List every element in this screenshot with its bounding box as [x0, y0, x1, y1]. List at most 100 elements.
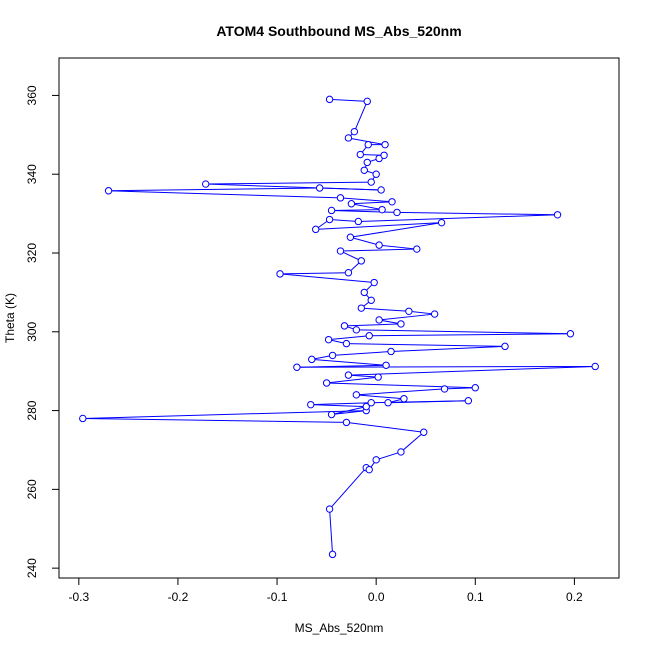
y-tick-label: 240 — [25, 558, 39, 578]
data-point — [437, 218, 446, 227]
data-point — [352, 391, 361, 399]
series-segment — [205, 181, 372, 185]
data-point — [397, 320, 405, 328]
series-segment — [82, 417, 347, 423]
x-tick-label: 0.2 — [566, 590, 583, 604]
data-point — [357, 304, 366, 312]
data-point — [327, 206, 336, 215]
series-segment — [329, 219, 359, 222]
series-segment — [350, 222, 442, 238]
data-point — [354, 217, 363, 226]
series-segment — [356, 388, 445, 396]
data-point — [372, 170, 380, 178]
series-segment — [340, 248, 417, 252]
series-segment — [353, 101, 368, 132]
series-segment — [408, 310, 435, 315]
series-segment — [388, 400, 469, 404]
data-point — [325, 215, 334, 224]
y-tick-label: 280 — [25, 400, 39, 420]
data-point — [356, 150, 365, 159]
data-point — [464, 397, 473, 405]
y-tick-label: 320 — [25, 243, 39, 263]
data-point — [344, 371, 353, 379]
data-point — [405, 307, 413, 316]
series-segment — [315, 222, 442, 230]
data-point — [327, 410, 336, 419]
data-point — [365, 332, 373, 340]
data-point — [315, 184, 324, 192]
series-segment — [311, 358, 387, 366]
data-point — [591, 362, 599, 371]
series-segment — [296, 365, 596, 368]
series-segment — [348, 374, 379, 378]
series-segment — [351, 203, 383, 211]
data-point — [350, 127, 359, 136]
data-point — [352, 326, 361, 334]
data-point — [364, 140, 372, 149]
data-point — [360, 166, 368, 174]
series-segment — [358, 214, 558, 222]
data-point — [378, 205, 386, 214]
data-point — [312, 225, 320, 234]
x-axis: -0.3 -0.2 -0.1 0.0 0.1 0.2 — [68, 577, 583, 604]
series-segment — [344, 323, 401, 327]
x-axis-label: MS_Abs_520nm — [295, 621, 384, 635]
data-point — [374, 373, 382, 381]
series-segment — [361, 307, 409, 312]
data-point — [370, 278, 378, 287]
data-point — [308, 355, 316, 364]
data-point — [307, 400, 315, 409]
y-axis: 240 260 280 300 320 340 360 — [25, 85, 60, 578]
data-point — [393, 208, 401, 217]
x-tick-label: -0.1 — [267, 590, 288, 604]
series-segment — [331, 209, 383, 211]
data-point — [336, 247, 345, 255]
data-point — [367, 296, 375, 304]
data-point — [346, 233, 355, 241]
data-point — [377, 186, 385, 194]
series-segment — [346, 421, 424, 433]
data-point — [362, 402, 370, 411]
series-segment — [329, 509, 334, 555]
data-point — [79, 414, 87, 423]
data-point — [293, 363, 301, 371]
series-segment — [379, 313, 435, 321]
series-segment — [280, 272, 349, 275]
data-point — [381, 140, 389, 149]
y-axis-label: Theta (K) — [3, 293, 17, 343]
series-segment — [82, 410, 367, 419]
series-segment — [391, 345, 506, 352]
x-tick-label: -0.3 — [68, 590, 89, 604]
series-segment — [108, 187, 320, 192]
series-segment — [329, 467, 367, 510]
data-point — [388, 198, 396, 206]
series-segment — [350, 236, 380, 246]
data-point — [375, 241, 383, 249]
series-segment — [328, 335, 370, 341]
data-point — [344, 134, 353, 142]
data-point — [440, 385, 449, 393]
data-point — [501, 342, 509, 351]
data-point — [340, 322, 349, 330]
data-point — [357, 257, 366, 265]
series-segment — [356, 394, 404, 400]
data-point — [328, 550, 337, 559]
series-segment — [396, 211, 558, 216]
data-point — [363, 97, 371, 106]
data-point — [342, 418, 351, 427]
series-segment — [326, 382, 476, 389]
data-point — [384, 398, 392, 407]
y-tick-label: 300 — [25, 321, 39, 341]
series-segment — [369, 333, 571, 337]
series-segment — [340, 250, 362, 262]
x-tick-label: 0.0 — [368, 590, 385, 604]
data-point — [328, 351, 337, 360]
data-point — [375, 316, 383, 324]
data-point — [325, 505, 334, 513]
data-point — [400, 395, 408, 403]
data-point — [201, 180, 210, 188]
y-tick-label: 340 — [25, 164, 39, 184]
series-segment — [205, 183, 382, 191]
